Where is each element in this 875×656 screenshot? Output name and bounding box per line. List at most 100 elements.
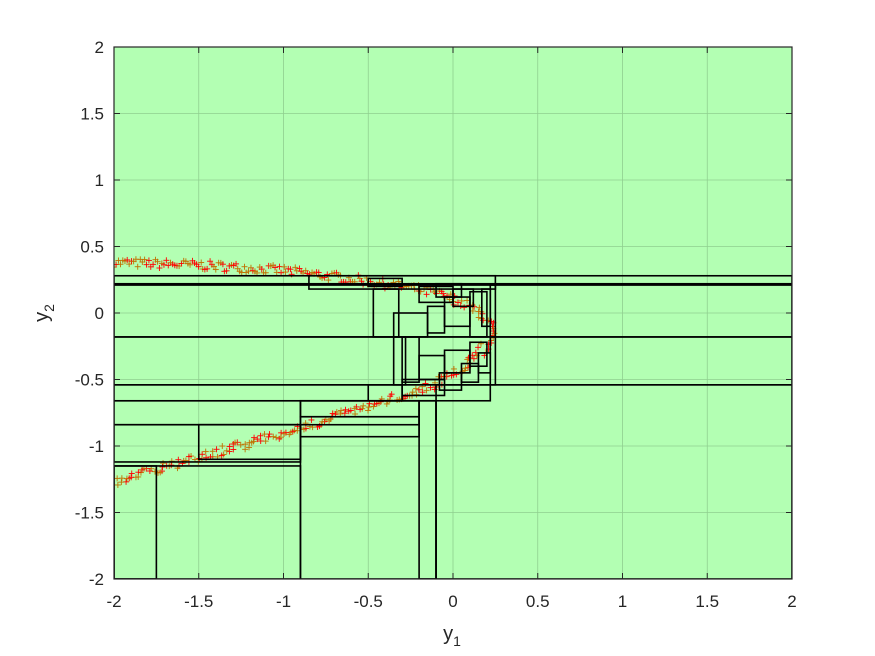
data-point xyxy=(365,404,372,411)
data-point xyxy=(370,403,377,410)
box-35 xyxy=(435,282,463,298)
data-point xyxy=(409,389,416,396)
data-point xyxy=(219,261,226,268)
data-point xyxy=(218,452,225,459)
data-point xyxy=(415,386,422,393)
data-point xyxy=(383,400,390,407)
data-point xyxy=(257,432,264,439)
data-point xyxy=(461,304,468,311)
data-point xyxy=(366,400,373,407)
data-point xyxy=(128,470,135,477)
data-point xyxy=(423,291,430,298)
data-point xyxy=(143,261,150,268)
y-tick-labels: -2 -1.5 -1 -0.5 0 0.5 1 1.5 2 xyxy=(75,38,104,589)
data-point xyxy=(325,277,332,284)
data-point xyxy=(470,355,477,362)
data-point xyxy=(287,266,294,273)
data-point xyxy=(253,269,260,276)
data-point xyxy=(412,385,419,392)
data-point xyxy=(258,266,265,273)
y-tick-label: 0 xyxy=(95,304,104,323)
data-point xyxy=(123,475,130,482)
data-point xyxy=(458,297,465,304)
data-point xyxy=(329,410,336,417)
data-point xyxy=(163,257,170,264)
data-point xyxy=(360,402,367,409)
data-point xyxy=(308,416,315,423)
data-point xyxy=(212,266,219,273)
y-axis-label: y2 xyxy=(31,304,57,322)
data-point xyxy=(281,263,288,270)
x-tick-label: 1 xyxy=(618,592,627,611)
data-point xyxy=(273,434,280,441)
data-point xyxy=(204,265,211,272)
x-tick-labels: -2 -1.5 -1 -0.5 0 0.5 1 1.5 2 xyxy=(106,592,796,611)
data-point xyxy=(254,436,261,443)
data-point xyxy=(134,263,141,270)
y-tick-label: -0.5 xyxy=(75,371,104,390)
box-7 xyxy=(114,465,158,579)
y-tick-label: 2 xyxy=(95,38,104,57)
data-point xyxy=(223,447,230,454)
data-point xyxy=(160,261,167,268)
x-tick-label: -1 xyxy=(276,592,291,611)
data-point xyxy=(423,387,430,394)
data-point xyxy=(145,257,152,264)
data-point xyxy=(242,441,249,448)
y-axis-label-subscript: 2 xyxy=(41,304,57,312)
data-point xyxy=(118,479,125,486)
data-point xyxy=(233,260,240,267)
data-point xyxy=(230,441,237,448)
data-point xyxy=(292,264,299,271)
boxes xyxy=(114,274,792,579)
y-axis-label-main: y xyxy=(31,312,53,322)
x-tick-label: -2 xyxy=(106,592,121,611)
data-point xyxy=(219,443,226,450)
x-tick-label: -1.5 xyxy=(184,592,213,611)
data-point xyxy=(345,408,352,415)
data-point xyxy=(114,475,121,482)
data-point xyxy=(338,407,345,414)
y-tick-label: 1.5 xyxy=(80,105,104,124)
data-point xyxy=(351,405,358,412)
data-point xyxy=(213,446,220,453)
x-axis-label: y1 xyxy=(443,623,461,649)
data-point xyxy=(262,269,269,276)
y-tick-label: 1 xyxy=(95,171,104,190)
data-point xyxy=(251,434,258,441)
data-point xyxy=(265,433,272,440)
data-point xyxy=(475,314,482,321)
data-point xyxy=(139,466,146,473)
data-point xyxy=(187,261,194,268)
x-tick-label: 1.5 xyxy=(695,592,719,611)
box-22 xyxy=(489,284,497,386)
data-point xyxy=(141,256,148,263)
data-point xyxy=(319,418,326,425)
data-point xyxy=(207,258,214,265)
data-point xyxy=(450,365,457,372)
data-point xyxy=(276,435,283,442)
data-point xyxy=(357,406,364,413)
data-point xyxy=(209,448,216,455)
y-tick-label: -2 xyxy=(89,570,104,589)
y-tick-label: -1.5 xyxy=(75,504,104,523)
x-tick-label: 0 xyxy=(448,592,457,611)
data-point xyxy=(315,269,322,276)
data-point xyxy=(226,448,233,455)
data-point xyxy=(185,453,192,460)
data-point xyxy=(210,263,217,270)
data-point xyxy=(365,407,372,414)
data-point xyxy=(146,468,153,475)
data-point xyxy=(202,448,209,455)
data-point xyxy=(342,406,349,413)
data-point xyxy=(440,290,447,297)
data-point xyxy=(326,417,333,424)
data-point xyxy=(159,464,166,471)
data-point xyxy=(154,258,161,265)
data-point xyxy=(124,256,131,263)
data-point xyxy=(156,264,163,271)
data-point xyxy=(241,263,248,270)
data-point xyxy=(223,267,230,274)
x-axis-label-subscript: 1 xyxy=(453,633,461,649)
